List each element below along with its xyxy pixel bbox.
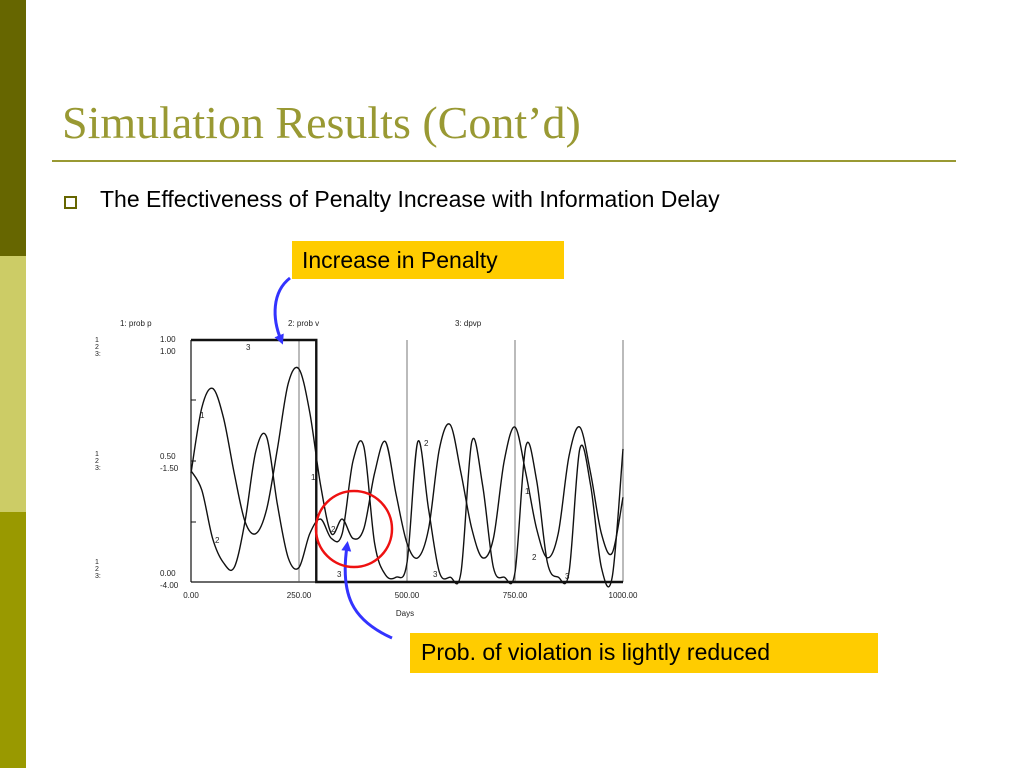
x-tick-label-0: 0.00 [183, 591, 199, 600]
y-pen-label-1-0: 1 [95, 451, 99, 458]
y-pen-label-0-0: 1 [95, 337, 99, 344]
x-axis-label: Days [396, 609, 414, 618]
series-marker-1-2: 1 [525, 487, 530, 496]
series-marker-2-4: 2 [331, 525, 336, 534]
x-tick-label-4: 1000.00 [609, 591, 638, 600]
series-prob-p-line [190, 366, 624, 559]
sidebar-band-light [0, 256, 26, 512]
sidebar-band-dark [0, 0, 26, 256]
y-pen-label-1-2: 3: [95, 465, 101, 472]
slide-sidebar [0, 0, 26, 768]
slide-title: Simulation Results (Cont’d) [62, 97, 581, 148]
bullet-text: The Effectiveness of Penalty Increase wi… [100, 186, 720, 212]
series-marker-1-1: 1 [311, 473, 316, 482]
series-prob-v-line [190, 432, 624, 588]
y-tick-label-2-1: -4.00 [160, 581, 179, 590]
series-dpvp-line [191, 338, 623, 584]
series-marker-3-8: 3 [337, 570, 342, 579]
series-marker-2-3: 2 [215, 536, 220, 545]
series-marker-3-9: 3 [433, 570, 438, 579]
x-tick-label-3: 750.00 [503, 591, 528, 600]
y-tick-label-0-1: 1.00 [160, 347, 176, 356]
series-marker-2-6: 2 [532, 553, 537, 562]
y-pen-label-1-1: 2 [95, 458, 99, 465]
y-tick-label-2-0: 0.00 [160, 569, 176, 578]
x-tick-label-2: 500.00 [395, 591, 420, 600]
y-pen-label-2-2: 3: [95, 573, 101, 580]
legend-item-2: 2: prob v [288, 319, 319, 328]
y-tick-label-0-0: 1.00 [160, 335, 176, 344]
y-pen-label-2-0: 1 [95, 559, 99, 566]
legend-item-1: 1: prob p [120, 319, 152, 328]
legend-item-3: 3: dpvp [455, 319, 482, 328]
sidebar-band-mid [0, 512, 26, 768]
bullet-square-icon [64, 196, 77, 209]
y-pen-label-0-1: 2 [95, 344, 99, 351]
series-marker-1-0: 1 [200, 411, 205, 420]
series-marker-3-7: 3 [246, 343, 251, 352]
series-marker-3-10: 3 [565, 572, 570, 581]
callout-violation-reduced: Prob. of violation is lightly reduced [410, 633, 878, 673]
series-marker-2-5: 2 [424, 439, 429, 448]
title-divider [52, 160, 956, 162]
callout-increase-penalty: Increase in Penalty [292, 241, 564, 279]
y-pen-label-2-1: 2 [95, 566, 99, 573]
y-tick-label-1-1: -1.50 [160, 464, 179, 473]
y-tick-label-1-0: 0.50 [160, 452, 176, 461]
x-tick-label-1: 250.00 [287, 591, 312, 600]
y-pen-label-0-2: 3: [95, 351, 101, 358]
